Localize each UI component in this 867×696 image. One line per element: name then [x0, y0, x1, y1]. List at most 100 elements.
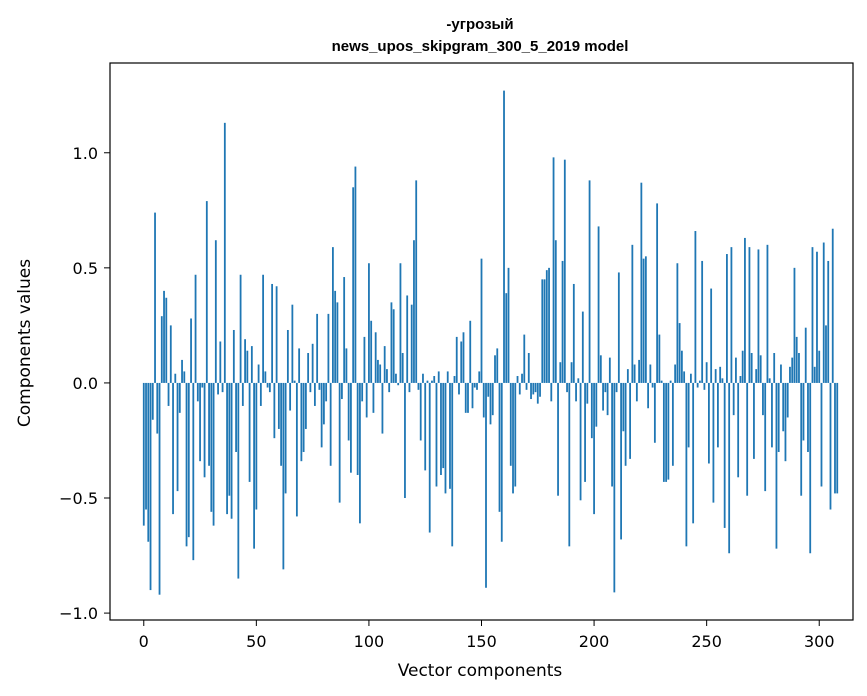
bar-24 — [196, 382, 199, 402]
bar-295 — [807, 382, 809, 452]
bar-151 — [482, 382, 485, 418]
y-axis-ticks: −1.0 −0.5 0.0 0.5 1.0 — [59, 144, 110, 623]
bar-66 — [291, 304, 294, 383]
bar-8 — [160, 316, 163, 383]
bar-265 — [739, 376, 742, 383]
bar-142 — [462, 332, 465, 383]
bar-107 — [383, 346, 386, 383]
bar-285 — [784, 382, 787, 462]
bar-101 — [370, 320, 373, 383]
bar-298 — [813, 366, 816, 383]
plot-frame — [109, 62, 854, 621]
bar-213 — [622, 382, 625, 432]
bar-42 — [237, 382, 240, 579]
bar-108 — [386, 369, 388, 383]
bar-55 — [266, 382, 269, 388]
bar-137 — [451, 382, 454, 547]
bar-43 — [239, 274, 242, 383]
bar-299 — [816, 251, 818, 383]
bar-183 — [554, 240, 557, 383]
bar-118 — [408, 382, 411, 393]
bar-282 — [777, 382, 780, 452]
bar-205 — [604, 382, 607, 393]
bar-234 — [669, 380, 672, 383]
bar-173 — [532, 382, 535, 395]
bar-199 — [590, 382, 593, 439]
x-tick-label: 0 — [139, 632, 149, 651]
bar-267 — [744, 237, 746, 383]
bar-111 — [392, 309, 395, 383]
bar-292 — [800, 382, 803, 496]
y-tick-label: −0.5 — [59, 489, 98, 508]
bar-149 — [478, 371, 481, 383]
bar-274 — [759, 355, 762, 383]
bar-1 — [145, 382, 147, 510]
bar-198 — [588, 180, 591, 383]
bar-70 — [300, 382, 303, 462]
bar-48 — [250, 346, 253, 383]
bar-307 — [834, 382, 836, 494]
bar-31 — [212, 382, 215, 526]
bar-215 — [626, 369, 629, 383]
bar-277 — [766, 244, 769, 383]
bar-259 — [726, 254, 728, 383]
bar-242 — [687, 382, 690, 448]
bar-20 — [187, 382, 190, 538]
bar-130 — [435, 382, 438, 487]
bar-159 — [500, 382, 503, 542]
bar-83 — [329, 382, 332, 466]
bar-68 — [295, 382, 298, 517]
bar-164 — [512, 382, 514, 494]
bar-148 — [476, 382, 478, 390]
bar-219 — [635, 382, 638, 402]
y-tick-label: 0.5 — [73, 259, 98, 278]
bar-152 — [485, 382, 487, 588]
bar-190 — [570, 362, 573, 383]
bar-243 — [689, 373, 692, 383]
bar-63 — [284, 382, 287, 494]
bar-244 — [692, 382, 695, 524]
bar-25 — [199, 382, 201, 462]
bar-308 — [836, 382, 839, 494]
bar-271 — [753, 382, 755, 459]
bar-102 — [372, 382, 375, 413]
bar-254 — [714, 369, 717, 383]
bar-7 — [158, 382, 161, 595]
bar-139 — [455, 336, 458, 383]
bar-251 — [708, 382, 710, 464]
bar-103 — [374, 332, 377, 383]
y-tick-label: −1.0 — [59, 604, 98, 623]
bar-36 — [223, 122, 226, 383]
bar-10 — [165, 297, 168, 383]
bar-256 — [719, 366, 722, 383]
bar-81 — [325, 382, 328, 402]
bar-280 — [773, 353, 776, 383]
bar-121 — [415, 180, 418, 383]
bar-231 — [662, 382, 665, 482]
bar-155 — [491, 382, 494, 416]
bar-233 — [667, 382, 670, 480]
bar-264 — [737, 382, 740, 478]
x-tick-label: 100 — [354, 632, 385, 651]
x-tick-label: 250 — [691, 632, 722, 651]
bar-217 — [631, 244, 634, 383]
bar-109 — [388, 382, 391, 393]
bar-297 — [811, 247, 814, 383]
bar-4 — [151, 382, 154, 420]
bar-147 — [473, 382, 476, 388]
bar-21 — [190, 318, 192, 383]
bar-237 — [676, 263, 679, 383]
bar-132 — [440, 382, 442, 475]
bar-75 — [311, 343, 314, 383]
bar-90 — [345, 348, 348, 383]
bar-87 — [338, 382, 341, 503]
bar-248 — [701, 260, 704, 383]
bar-32 — [214, 240, 217, 383]
bar-100 — [368, 263, 370, 383]
bars-group — [142, 90, 839, 595]
bar-189 — [568, 382, 571, 547]
x-tick-label: 50 — [246, 632, 266, 651]
bar-22 — [192, 382, 195, 561]
bar-287 — [789, 366, 791, 383]
